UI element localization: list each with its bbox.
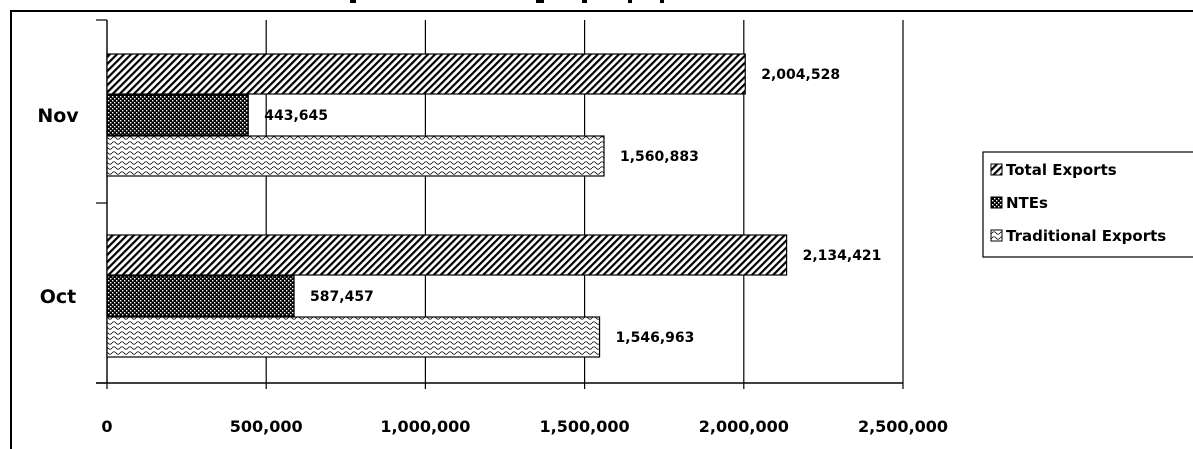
data-label-total-exports-oct: 2,134,421: [803, 248, 882, 264]
data-label-ntes-oct: 587,457: [310, 289, 374, 305]
legend-swatch-traditional-exports: [990, 229, 1003, 242]
x-tick-label: 500,000: [230, 417, 303, 436]
data-labels: 2,004,528 443,645 1,560,883 2,134,421 587,45…: [264, 67, 881, 346]
data-label-traditional-exports-oct: 1,546,963: [616, 330, 695, 346]
data-label-traditional-exports-nov: 1,560,883: [620, 149, 699, 165]
x-tick-label: 2,000,000: [699, 417, 789, 436]
x-tick-label: 0: [101, 417, 112, 436]
category-label-nov: Nov: [37, 105, 79, 127]
bar-total-exports-nov: [106, 53, 746, 95]
bar-traditional-exports-nov: [106, 135, 605, 177]
x-tick-label: 1,500,000: [540, 417, 630, 436]
legend-label-total-exports: Total Exports: [1006, 161, 1117, 179]
bar-ntes-oct: [106, 275, 295, 317]
data-label-total-exports-nov: 2,004,528: [761, 67, 840, 83]
category-labels: Nov Oct: [37, 105, 79, 308]
bar-total-exports-oct: [106, 234, 788, 276]
category-label-oct: Oct: [40, 286, 77, 308]
bar-ntes-nov: [106, 94, 249, 136]
x-tick-label: 1,000,000: [380, 417, 470, 436]
title-remnant: [350, 0, 664, 3]
bars: [106, 53, 788, 358]
bar-traditional-exports-oct: [106, 316, 601, 358]
legend: Total Exports NTEs Traditional Exports: [982, 151, 1193, 258]
legend-label-ntes: NTEs: [1006, 194, 1048, 212]
data-label-ntes-nov: 443,645: [264, 108, 328, 124]
legend-box: [982, 151, 1193, 258]
legend-swatch-ntes: [990, 196, 1003, 209]
legend-label-traditional-exports: Traditional Exports: [1006, 227, 1166, 245]
legend-swatch-total-exports: [990, 163, 1003, 176]
x-tick-label: 2,500,000: [858, 417, 948, 436]
x-axis-tick-labels: 0 500,000 1,000,000 1,500,000 2,000,000 2,500…: [101, 417, 948, 436]
